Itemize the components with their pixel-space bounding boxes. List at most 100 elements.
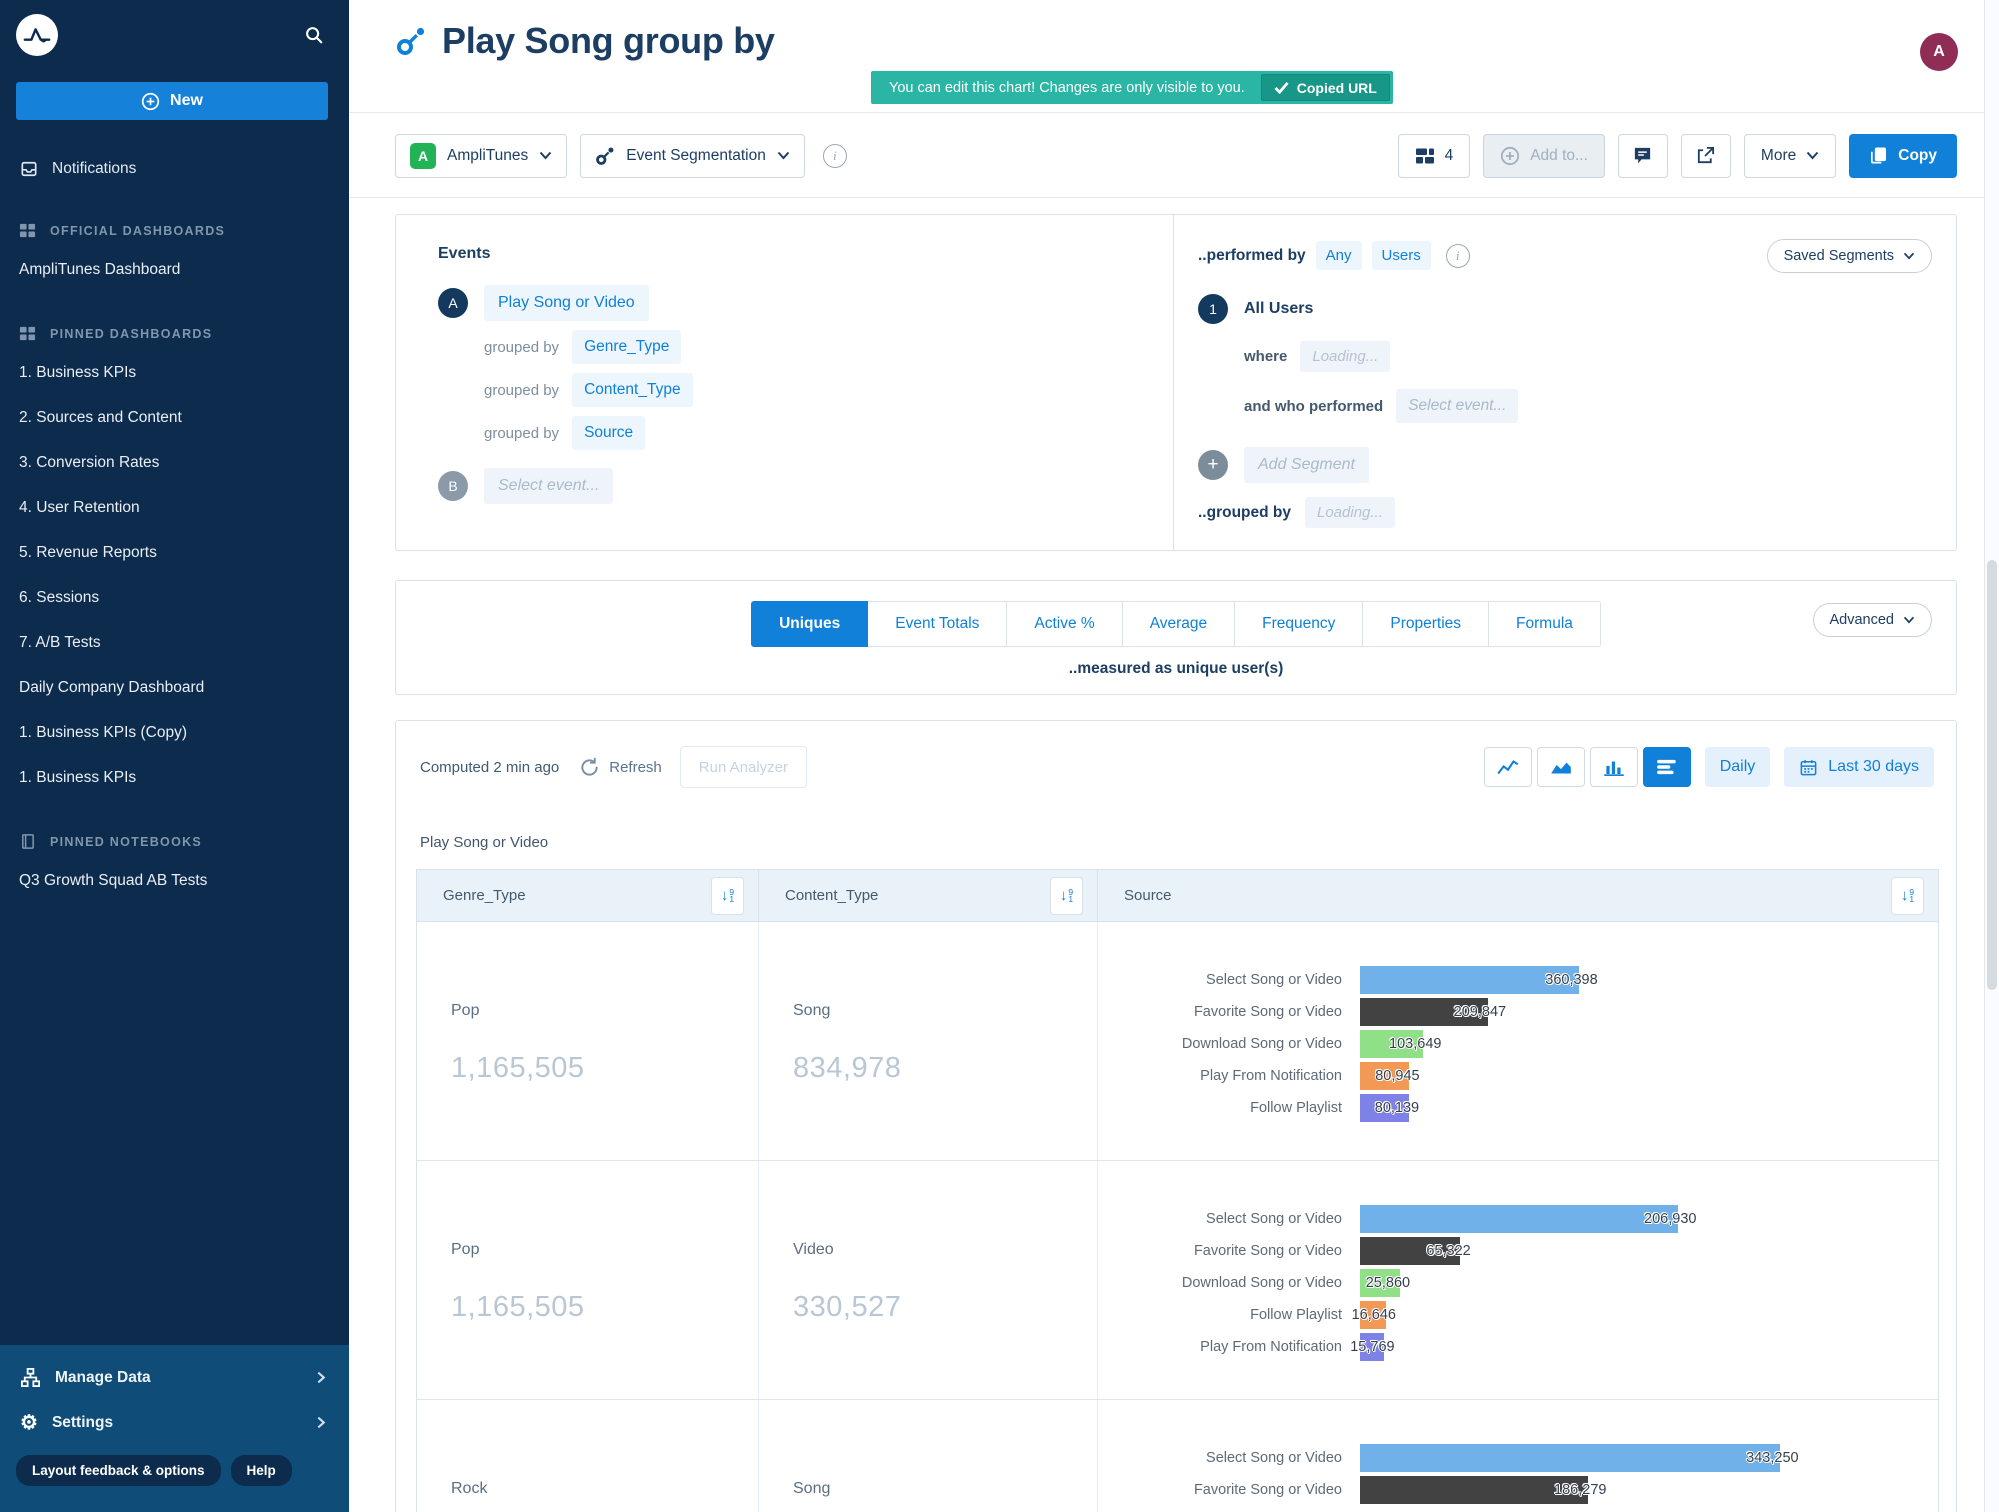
info-icon[interactable]: i [822,143,847,168]
chevron-down-icon [539,151,552,160]
group-value-chip[interactable]: Source [572,416,646,450]
info-icon[interactable]: i [1445,243,1470,268]
measure-caption: ..measured as unique user(s) [1068,660,1284,677]
bar [1360,1476,1589,1504]
event-b-select[interactable]: Select event... [484,468,614,504]
sidebar-item-q3-growth-squad-ab-tests[interactable]: Q3 Growth Squad AB Tests [19,871,208,889]
sidebar-item-manage-data[interactable]: Manage Data [0,1355,349,1400]
daily-button[interactable]: Daily [1704,747,1771,787]
horizontal-bars-icon-button[interactable] [1642,747,1691,787]
who-performed-select[interactable]: Select event... [1396,389,1519,423]
bar [1360,1205,1679,1233]
bar-chart-icon-button[interactable] [1589,747,1638,787]
bar-label: Select Song or Video [1206,1450,1342,1466]
sort-button[interactable]: ↓ 9 1 [711,876,744,915]
comment-icon [1632,145,1653,166]
sort-button[interactable]: ↓ 9 1 [1891,876,1924,915]
bar-value: 103,649 [1389,1036,1442,1052]
amplitude-logo[interactable] [16,14,58,56]
bar-value: 80,139 [1374,1100,1420,1116]
help-button[interactable]: Help [230,1455,292,1486]
chevron-down-icon [1903,616,1915,624]
sidebar-item-6-sessions[interactable]: 6. Sessions [19,588,100,606]
avatar[interactable]: A [1920,33,1958,71]
calendar-icon [1799,758,1818,777]
group-value-chip[interactable]: Content_Type [572,373,693,407]
copied-url-button[interactable]: Copied URL [1260,74,1390,101]
sidebar-item-1-business-kpis[interactable]: 1. Business KPIs [19,768,137,786]
date-range-button[interactable]: Last 30 days [1784,747,1934,787]
table-row: Pop 1,165,505 Song 834,978 Select Song or Vi… [417,922,1938,1161]
refresh-button[interactable]: Refresh [579,757,662,778]
sidebar-item-amplitunes-dashboard[interactable]: AmpliTunes Dashboard [19,260,181,278]
sidebar-item-3-conversion-rates[interactable]: 3. Conversion Rates [19,453,160,471]
segment-name: All Users [1244,300,1314,317]
project-select[interactable]: A AmpliTunes [395,133,568,178]
search-icon[interactable] [303,24,325,46]
sidebar-item-daily-company-dashboard[interactable]: Daily Company Dashboard [19,678,205,696]
add-segment-icon[interactable]: + [1198,450,1228,480]
events-heading: Events [438,245,491,262]
grouped-by-label: grouped by [484,338,560,356]
saved-segments-button[interactable]: Saved Segments [1766,239,1932,273]
dashboard-count-button[interactable]: 4 [1397,133,1471,178]
area-chart-icon-button[interactable] [1536,747,1585,787]
bar [1360,1062,1410,1090]
sidebar-section-title: OFFICIAL DASHBOARDS [0,222,349,239]
share-button[interactable] [1680,133,1731,178]
sidebar-item-7-a-b-tests[interactable]: 7. A/B Tests [19,633,101,651]
more-button[interactable]: More [1743,133,1837,178]
event-a-name[interactable]: Play Song or Video [484,285,649,321]
bar-track: 103,649 [1360,1030,1868,1058]
content-type-value: Song [793,1480,831,1497]
sidebar-item-5-revenue-reports[interactable]: 5. Revenue Reports [19,543,157,561]
line-chart-icon-button[interactable] [1483,747,1532,787]
add-segment-button[interactable]: Add Segment [1244,447,1369,483]
scrollbar-thumb[interactable] [1987,560,1997,990]
sidebar-item-settings[interactable]: ⚙ Settings [0,1400,349,1445]
chevron-down-icon [777,151,790,160]
sidebar-item-4-user-retention[interactable]: 4. User Retention [19,498,140,516]
chart-type-select[interactable]: Event Segmentation [580,133,805,178]
sort-button[interactable]: ↓ 9 1 [1050,876,1083,915]
comment-button[interactable] [1617,133,1668,178]
chart-panel: Computed 2 min ago Refresh Run Analyzer … [395,720,1957,1512]
sidebar-item-2-sources-and-content[interactable]: 2. Sources and Content [19,408,182,426]
plus-circle-icon [141,92,160,111]
where-label: where [1244,348,1288,365]
tab-average[interactable]: Average [1122,601,1236,647]
where-value: Loading... [1300,341,1391,372]
bar-row: Follow Playlist 16,646 [1098,1299,1938,1331]
group-row: grouped by Genre_Type [484,330,1173,364]
grouped-by-label: ..grouped by [1198,503,1291,521]
copy-icon [1869,146,1888,165]
new-button[interactable]: New [16,82,328,120]
run-analyzer-button[interactable]: Run Analyzer [679,746,807,788]
advanced-button[interactable]: Advanced [1812,603,1932,637]
layout-feedback-button[interactable]: Layout feedback & options [16,1455,221,1486]
tab-formula[interactable]: Formula [1489,601,1601,647]
tab-event-totals[interactable]: Event Totals [868,601,1008,647]
users-chip[interactable]: Users [1371,241,1431,270]
sidebar-item-1-business-kpis[interactable]: 1. Business KPIs [19,363,137,381]
table-body: Pop 1,165,505 Song 834,978 Select Song or Vi… [417,922,1938,1512]
tab-properties[interactable]: Properties [1363,601,1490,647]
computed-label: Computed 2 min ago [420,758,560,776]
sidebar-section-title: PINNED NOTEBOOKS [0,833,349,850]
content-type-value: Video [793,1241,834,1258]
sidebar-item-1-business-kpis-copy[interactable]: 1. Business KPIs (Copy) [19,723,187,741]
copy-button[interactable]: Copy [1849,133,1957,178]
segmentation-icon [395,25,427,57]
bar-value: 15,769 [1350,1339,1395,1355]
bar-value: 206,930 [1644,1211,1697,1227]
tab-uniques[interactable]: Uniques [751,601,869,647]
add-to-button[interactable]: Add to... [1483,133,1605,178]
group-value-chip[interactable]: Genre_Type [572,330,682,364]
tab-frequency[interactable]: Frequency [1235,601,1364,647]
any-chip[interactable]: Any [1315,241,1362,270]
grouped-by-label: grouped by [484,424,560,442]
sidebar-item-notifications[interactable]: Notifications [0,149,349,189]
window-scrollbar[interactable] [1984,0,1999,1512]
bar-track: 16,646 [1352,1301,1868,1329]
tab-active[interactable]: Active % [1007,601,1123,647]
